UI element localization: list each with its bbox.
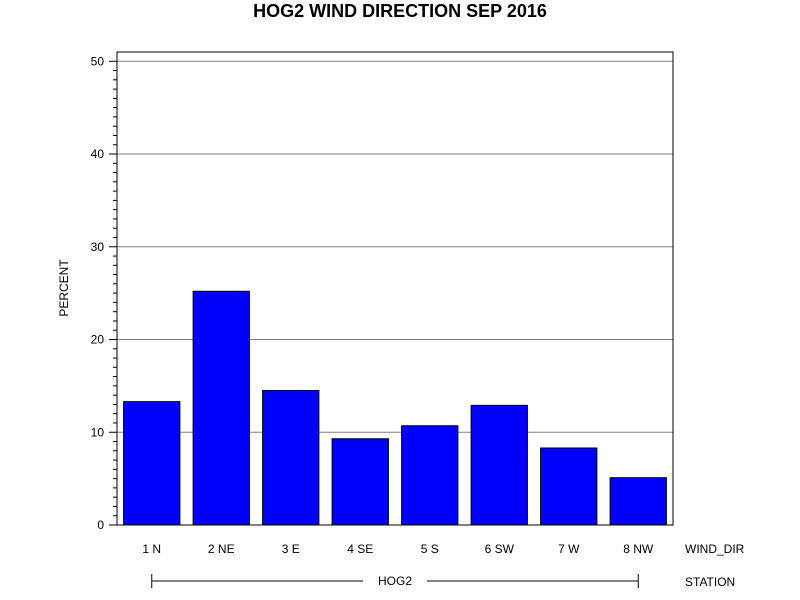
bar [331, 438, 389, 526]
bar [470, 404, 528, 526]
x-tick-label: 6 SW [485, 542, 515, 556]
bar [401, 425, 459, 526]
x-tick-label: 5 S [421, 542, 439, 556]
group-axis: HOG2 [151, 574, 639, 588]
chart-title: HOG2 WIND DIRECTION SEP 2016 [253, 1, 547, 21]
y-axis-label: PERCENT [57, 259, 71, 317]
y-tick-label: 50 [91, 54, 105, 68]
y-tick-label: 10 [91, 425, 105, 439]
x-tick-label: 8 NW [623, 542, 654, 556]
group-label: HOG2 [378, 574, 412, 588]
x-tick-label: 7 W [558, 542, 580, 556]
y-tick-label: 20 [91, 333, 105, 347]
bar [262, 390, 320, 526]
bar [609, 477, 667, 526]
x-tick-label: 3 E [282, 542, 300, 556]
x-tick-label: 4 SE [347, 542, 373, 556]
bar [540, 447, 598, 526]
x-tick-label: 1 N [142, 542, 161, 556]
x-tick-label: 2 NE [208, 542, 235, 556]
x-axis-labels: 1 N 2 NE 3 E 4 SE 5 S 6 SW 7 W 8 NW [142, 542, 654, 556]
y-axis: 0 10 20 30 40 50 [91, 54, 117, 532]
y-tick-label: 30 [91, 240, 105, 254]
bar [192, 290, 250, 526]
bars [123, 290, 667, 526]
x-axis-label: WIND_DIR [685, 542, 745, 556]
bar [123, 401, 181, 526]
y-tick-label: 40 [91, 147, 105, 161]
plot-frame [116, 51, 674, 526]
y-tick-label: 0 [97, 518, 104, 532]
group-axis-label: STATION [685, 575, 735, 589]
